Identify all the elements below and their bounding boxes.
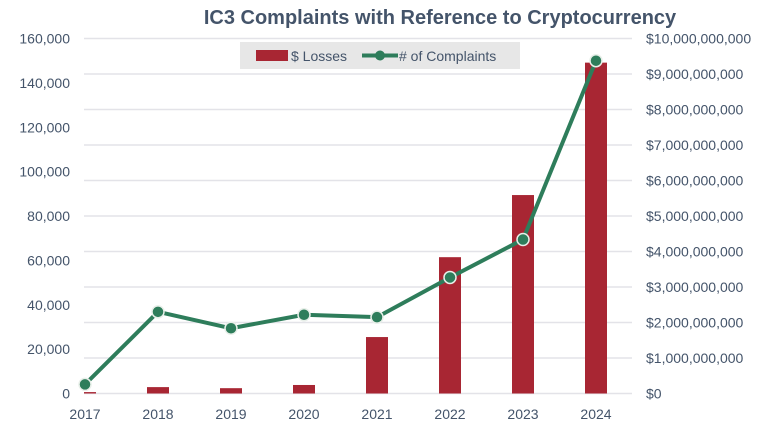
point-2017 [78,377,92,392]
right-tick-label: $10,000,000,000 [646,31,751,47]
left-tick-label: 100,000 [19,164,70,180]
chart-title: IC3 Complaints with Reference to Cryptoc… [204,7,677,29]
right-tick-label: $5,000,000,000 [646,208,744,224]
bar-2017 [84,392,96,394]
left-tick-label: 60,000 [27,252,70,268]
x-tick-label: 2022 [434,406,465,422]
right-tick-label: $4,000,000,000 [646,244,744,260]
point-2018 [151,305,165,319]
bar-2021 [366,337,388,394]
left-tick-label: 140,000 [19,75,70,91]
x-axis: 2017 2018 2019 2020 2021 2022 2023 2024 [69,406,611,422]
bar-2020 [293,384,315,394]
complaints-polyline [83,59,598,386]
bar-2019 [220,388,242,394]
legend-marker-complaints [375,50,385,61]
left-tick-label: 0 [62,386,70,402]
legend-label-complaints: # of Complaints [399,48,496,64]
right-tick-label: $3,000,000,000 [646,279,744,295]
point-2019 [224,321,238,336]
right-tick-label: $8,000,000,000 [646,102,744,118]
x-tick-label: 2024 [580,406,611,422]
left-axis: 0 20,000 40,000 60,000 80,000 100,000 120,000 1… [19,31,70,402]
x-tick-label: 2020 [288,406,319,422]
left-tick-label: 80,000 [27,208,70,224]
point-2023 [516,232,530,247]
bar-2024 [585,62,607,394]
right-tick-label: $6,000,000,000 [646,173,744,189]
right-tick-label: $9,000,000,000 [646,66,744,82]
x-tick-label: 2019 [215,406,246,422]
point-2021 [370,310,384,324]
right-tick-label: $7,000,000,000 [646,137,744,153]
gridlines [84,37,632,395]
bar-2022 [439,257,461,394]
right-tick-label: $0 [646,386,662,402]
loss-bars [84,62,607,394]
left-tick-label: 120,000 [19,119,70,135]
legend-swatch-losses [256,50,288,61]
x-tick-label: 2023 [507,406,538,422]
point-2020 [297,307,311,322]
complaints-line [78,53,603,392]
point-2022 [443,270,457,285]
left-tick-label: 40,000 [27,297,70,313]
right-tick-label: $2,000,000,000 [646,315,744,331]
right-tick-label: $1,000,000,000 [646,350,744,366]
left-tick-label: 160,000 [19,31,70,47]
right-axis: $0 $1,000,000,000 $2,000,000,000 $3,000,000… [646,31,751,402]
legend: $ Losses # of Complaints [240,42,520,69]
point-2024 [589,53,603,68]
left-tick-label: 20,000 [27,341,70,357]
x-tick-label: 2017 [69,406,100,422]
x-tick-label: 2018 [142,406,173,422]
x-tick-label: 2021 [361,406,392,422]
legend-label-losses: $ Losses [291,48,347,64]
bar-2023 [512,195,534,394]
bar-2018 [147,387,169,394]
